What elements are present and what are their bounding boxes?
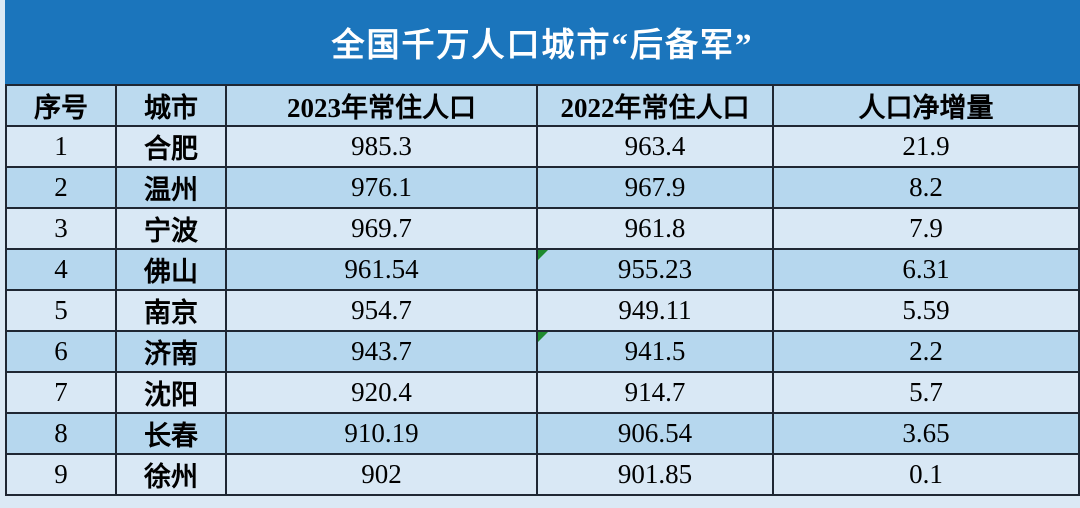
- pop2023-cell: 943.7: [225, 330, 538, 373]
- table-row: 9 徐州 902 901.85 0.1: [5, 453, 1080, 496]
- pop2022-cell: 941.5: [536, 330, 774, 373]
- net-increase-cell: 5.7: [772, 371, 1080, 414]
- city-cell: 宁波: [115, 207, 227, 250]
- net-increase-cell: 6.31: [772, 248, 1080, 291]
- pop2023-cell: 910.19: [225, 412, 538, 455]
- pop2023-cell: 902: [225, 453, 538, 496]
- population-table: 序号 城市 2023年常住人口 2022年常住人口 人口净增量 1 合肥 985.3 963.…: [5, 84, 1080, 496]
- page-title: 全国千万人口城市“后备军”: [331, 28, 754, 64]
- city-cell: 济南: [115, 330, 227, 373]
- table-header-row: 序号 城市 2023年常住人口 2022年常住人口 人口净增量: [5, 84, 1080, 127]
- city-cell: 沈阳: [115, 371, 227, 414]
- row-index-cell: 9: [5, 453, 117, 496]
- row-index-cell: 2: [5, 166, 117, 209]
- pop2022-cell: 914.7: [536, 371, 774, 414]
- row-index-cell: 8: [5, 412, 117, 455]
- table-row: 3 宁波 969.7 961.8 7.9: [5, 207, 1080, 250]
- pop2023-cell: 920.4: [225, 371, 538, 414]
- pop2022-cell: 949.11: [536, 289, 774, 332]
- pop2022-cell: 961.8: [536, 207, 774, 250]
- cell-note-triangle-icon: [539, 333, 548, 342]
- pop2023-cell: 954.7: [225, 289, 538, 332]
- column-header-3: 2022年常住人口: [536, 84, 774, 127]
- city-cell: 佛山: [115, 248, 227, 291]
- table-row: 1 合肥 985.3 963.4 21.9: [5, 125, 1080, 168]
- column-header-1: 城市: [115, 84, 227, 127]
- row-index-cell: 1: [5, 125, 117, 168]
- title-band: 全国千万人口城市“后备军”: [5, 0, 1080, 84]
- row-index-cell: 3: [5, 207, 117, 250]
- table-row: 8 长春 910.19 906.54 3.65: [5, 412, 1080, 455]
- infographic-page: 全国千万人口城市“后备军” 序号 城市 2023年常住人口 2022年常住人口 人口净增…: [5, 0, 1080, 508]
- net-increase-cell: 2.2: [772, 330, 1080, 373]
- table-row: 6 济南 943.7 941.5 2.2: [5, 330, 1080, 373]
- cell-note-triangle-icon: [539, 251, 548, 260]
- column-header-0: 序号: [5, 84, 117, 127]
- city-cell: 温州: [115, 166, 227, 209]
- row-index-cell: 4: [5, 248, 117, 291]
- city-cell: 合肥: [115, 125, 227, 168]
- city-cell: 长春: [115, 412, 227, 455]
- pop2022-cell: 967.9: [536, 166, 774, 209]
- net-increase-cell: 5.59: [772, 289, 1080, 332]
- column-header-4: 人口净增量: [772, 84, 1080, 127]
- pop2022-cell: 901.85: [536, 453, 774, 496]
- net-increase-cell: 3.65: [772, 412, 1080, 455]
- table-row: 4 佛山 961.54 955.23 6.31: [5, 248, 1080, 291]
- pop2023-cell: 961.54: [225, 248, 538, 291]
- table-body: 1 合肥 985.3 963.4 21.9 2 温州 976.1 967.9 8.2 3 宁波 969.…: [5, 125, 1080, 496]
- net-increase-cell: 7.9: [772, 207, 1080, 250]
- net-increase-cell: 21.9: [772, 125, 1080, 168]
- row-index-cell: 5: [5, 289, 117, 332]
- pop2023-cell: 969.7: [225, 207, 538, 250]
- city-cell: 南京: [115, 289, 227, 332]
- column-header-2: 2023年常住人口: [225, 84, 538, 127]
- net-increase-cell: 8.2: [772, 166, 1080, 209]
- row-index-cell: 6: [5, 330, 117, 373]
- pop2023-cell: 985.3: [225, 125, 538, 168]
- net-increase-cell: 0.1: [772, 453, 1080, 496]
- city-cell: 徐州: [115, 453, 227, 496]
- pop2023-cell: 976.1: [225, 166, 538, 209]
- data-source-note: 数据来源：各地统计局 单位：万人: [5, 496, 1080, 508]
- table-row: 7 沈阳 920.4 914.7 5.7: [5, 371, 1080, 414]
- pop2022-cell: 963.4: [536, 125, 774, 168]
- pop2022-cell: 906.54: [536, 412, 774, 455]
- table-row: 2 温州 976.1 967.9 8.2: [5, 166, 1080, 209]
- pop2022-cell: 955.23: [536, 248, 774, 291]
- table-row: 5 南京 954.7 949.11 5.59: [5, 289, 1080, 332]
- row-index-cell: 7: [5, 371, 117, 414]
